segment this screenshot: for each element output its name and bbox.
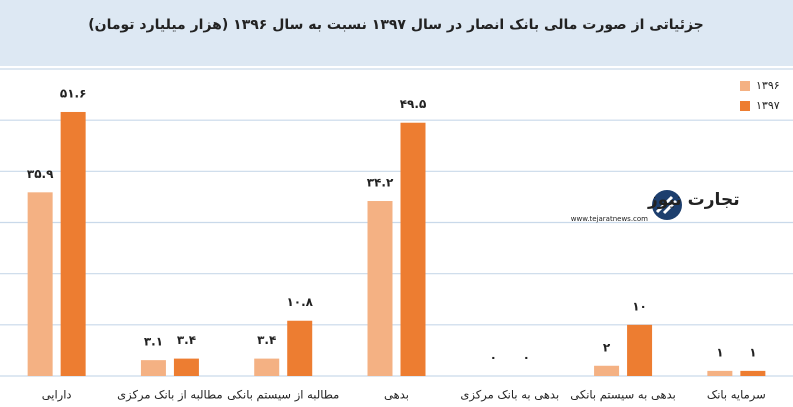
bar: [287, 320, 313, 376]
value-label: ۲: [603, 340, 611, 354]
value-label: ۰: [490, 351, 497, 365]
value-label: ۱: [749, 345, 756, 359]
plot-area: [0, 66, 793, 407]
watermark-url: www.tejaratnews.com: [571, 215, 648, 223]
legend-label: ۱۳۹۶: [756, 79, 780, 92]
x-tick-label: بدهی به بانک مرکزی: [460, 388, 559, 403]
bar: [173, 358, 199, 376]
value-label: ۴۹.۵: [400, 97, 427, 111]
bar: [400, 122, 426, 376]
bar: [27, 192, 53, 376]
logo-mark: [655, 195, 678, 215]
value-label: ۳.۴: [257, 333, 276, 347]
bar: [254, 358, 280, 376]
bar: [367, 201, 393, 376]
value-label: ۱۰: [632, 299, 647, 313]
x-tick-label: سرمایه بانک: [707, 388, 766, 403]
bar: [140, 360, 166, 376]
value-label: ۳.۱: [144, 335, 163, 349]
watermark: تجارت نیوز www.tejaratnews.com: [571, 190, 740, 223]
x-tick-label: مطالبه از بانک مرکزی: [117, 388, 222, 403]
bar: [627, 324, 653, 376]
bar: [594, 365, 620, 376]
logo-icon: [652, 190, 682, 220]
bar: [740, 370, 766, 376]
value-label: ۳۴.۲: [367, 176, 394, 190]
value-label: ۱: [716, 345, 723, 359]
chart-title: جزئیاتی از صورت مالی بانک انصار در سال ۱…: [88, 17, 704, 33]
x-tick-label: دارایی: [42, 388, 72, 403]
value-label: ۰: [523, 351, 530, 365]
x-tick-label: بدهی به سیستم بانکی: [570, 388, 676, 402]
value-label: ۳۵.۹: [27, 167, 54, 181]
x-tick-label: مطالبه از سیستم بانکی: [227, 388, 339, 403]
bar: [60, 111, 86, 376]
legend-swatch: [740, 101, 750, 111]
value-label: ۱۰.۸: [286, 295, 313, 309]
value-label: ۵۱.۶: [60, 86, 87, 100]
legend-swatch: [740, 81, 750, 91]
x-tick-label: بدهی: [384, 388, 409, 402]
watermark-name: تجارت نیوز: [647, 190, 740, 210]
legend-label: ۱۳۹۷: [756, 99, 780, 112]
bar: [707, 370, 733, 376]
value-label: ۳.۴: [177, 333, 196, 347]
